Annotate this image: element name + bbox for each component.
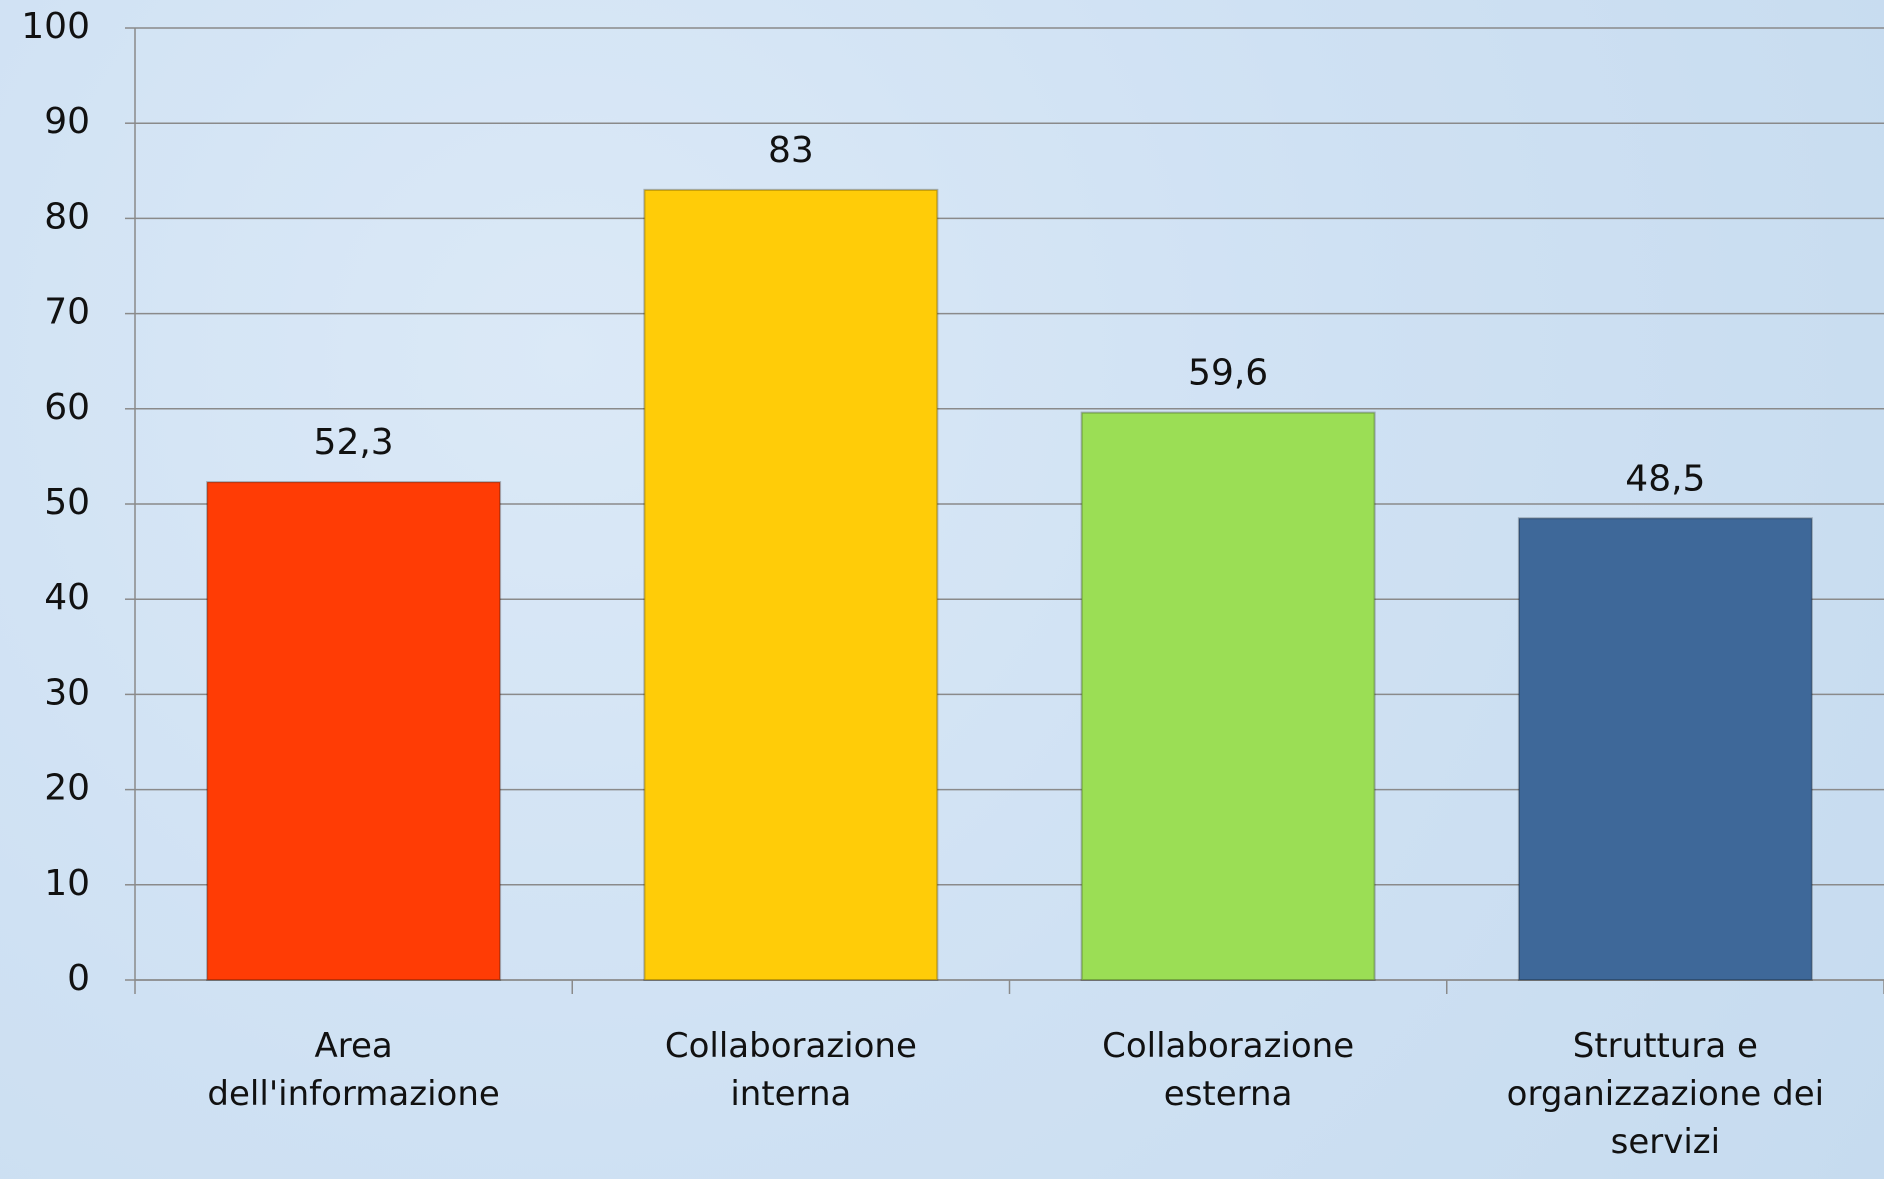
bar (643, 188, 939, 981)
y-tick-label: 50 (44, 482, 90, 523)
y-tick-label: 80 (44, 196, 90, 237)
data-label: 52,3 (314, 422, 394, 463)
y-tick-label: 90 (44, 101, 90, 142)
x-tick-label: Collaborazione esterna (1102, 1026, 1355, 1114)
y-tick-label: 0 (67, 958, 90, 999)
x-tick-label: Struttura e organizzazione dei servizi (1506, 1026, 1825, 1162)
y-tick-label: 60 (44, 387, 90, 428)
y-tick-label: 100 (21, 6, 90, 47)
y-tick-label: 30 (44, 672, 90, 713)
x-tick-label: Collaborazione interna (664, 1026, 917, 1114)
y-tick-label: 40 (44, 577, 90, 618)
data-label: 59,6 (1188, 353, 1268, 394)
y-tick-label: 20 (44, 768, 90, 809)
data-label: 48,5 (1625, 458, 1705, 499)
x-tick-label: Area dell'informazione (207, 1026, 500, 1114)
y-tick-label: 10 (44, 863, 90, 904)
bar (1080, 411, 1376, 982)
bar (206, 481, 502, 981)
data-label: 83 (768, 130, 814, 171)
y-tick-label: 70 (44, 292, 90, 333)
bar (1517, 517, 1813, 982)
